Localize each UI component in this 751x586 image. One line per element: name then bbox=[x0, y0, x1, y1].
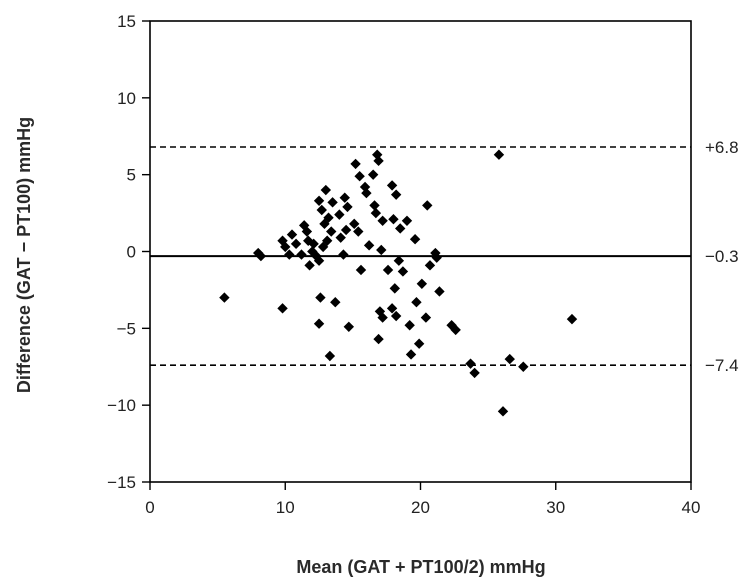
data-point bbox=[361, 187, 372, 199]
data-point bbox=[354, 171, 365, 182]
data-point bbox=[370, 207, 382, 219]
data-point bbox=[286, 229, 298, 240]
data-point bbox=[315, 292, 326, 303]
data-point bbox=[350, 158, 361, 170]
data-point bbox=[277, 303, 288, 314]
x-axis-title: Mean (GAT + PT100/2) mmHg bbox=[296, 557, 545, 577]
data-point bbox=[321, 235, 333, 246]
data-point bbox=[424, 260, 436, 271]
data-point bbox=[326, 226, 337, 237]
data-point bbox=[411, 297, 422, 308]
x-tick-label: 10 bbox=[276, 498, 295, 517]
data-point bbox=[330, 297, 341, 308]
plot-frame bbox=[149, 20, 692, 483]
data-point bbox=[382, 264, 394, 276]
data-point bbox=[422, 200, 433, 211]
reference-line-label: +6.8 bbox=[705, 138, 739, 157]
data-point bbox=[373, 155, 384, 167]
data-point bbox=[566, 313, 578, 325]
data-point bbox=[367, 169, 379, 180]
y-axis-title: Difference (GAT − PT100) mmHg bbox=[14, 117, 34, 393]
x-tick-label: 40 bbox=[682, 498, 701, 517]
data-point bbox=[397, 266, 409, 277]
data-point bbox=[388, 214, 399, 225]
data-point bbox=[504, 353, 515, 365]
x-tick-label: 30 bbox=[546, 498, 565, 517]
data-point bbox=[355, 264, 367, 276]
data-point bbox=[434, 286, 445, 297]
data-point bbox=[431, 252, 442, 263]
data-point bbox=[338, 249, 349, 260]
data-point bbox=[327, 197, 338, 208]
data-point bbox=[395, 223, 406, 234]
data-point bbox=[339, 192, 350, 203]
data-point bbox=[349, 218, 360, 230]
data-point bbox=[320, 184, 332, 196]
data-point bbox=[386, 303, 398, 314]
data-point bbox=[369, 200, 380, 211]
data-point bbox=[373, 333, 384, 345]
data-point bbox=[340, 224, 352, 236]
data-point bbox=[363, 240, 375, 251]
data-point bbox=[390, 189, 402, 200]
data-point bbox=[343, 321, 355, 332]
data-point bbox=[313, 318, 325, 329]
data-point bbox=[301, 226, 313, 237]
data-point bbox=[469, 367, 480, 379]
y-axis-title-group: Difference (GAT − PT100) mmHg bbox=[14, 117, 34, 393]
data-point bbox=[409, 234, 421, 245]
data-point bbox=[296, 249, 307, 260]
y-tick-label: −10 bbox=[107, 396, 136, 415]
data-point bbox=[493, 149, 505, 160]
x-tick-label: 20 bbox=[411, 498, 430, 517]
y-tick-label: −15 bbox=[107, 473, 136, 492]
data-point bbox=[284, 249, 295, 260]
data-point bbox=[518, 361, 529, 372]
reference-line-label: −7.4 bbox=[705, 356, 739, 375]
data-point bbox=[465, 358, 476, 369]
data-point bbox=[416, 278, 428, 289]
y-tick-label: 0 bbox=[127, 243, 136, 262]
data-point bbox=[389, 283, 401, 294]
data-point bbox=[304, 260, 315, 271]
data-point bbox=[313, 195, 325, 206]
data-point bbox=[390, 310, 402, 322]
data-point bbox=[413, 338, 425, 349]
data-point bbox=[420, 312, 432, 323]
x-tick-label: 0 bbox=[145, 498, 154, 517]
data-point bbox=[313, 255, 325, 266]
data-point bbox=[497, 406, 509, 417]
data-point bbox=[386, 180, 398, 191]
y-tick-label: 15 bbox=[117, 12, 136, 31]
data-point bbox=[316, 204, 327, 216]
data-point bbox=[334, 209, 345, 220]
data-point bbox=[405, 349, 417, 360]
data-point bbox=[401, 215, 413, 226]
data-point bbox=[377, 215, 388, 226]
reference-line-label: −0.3 bbox=[705, 247, 739, 266]
data-point bbox=[280, 241, 291, 253]
data-point bbox=[255, 250, 267, 262]
data-point bbox=[404, 320, 415, 331]
y-tick-label: 5 bbox=[127, 166, 136, 185]
data-point bbox=[324, 350, 336, 362]
data-point bbox=[353, 226, 364, 237]
y-tick-label: −5 bbox=[117, 319, 136, 338]
data-point bbox=[377, 312, 388, 323]
data-point bbox=[335, 232, 346, 243]
data-point bbox=[372, 149, 383, 160]
data-point bbox=[376, 244, 387, 256]
data-point bbox=[450, 324, 461, 336]
data-point bbox=[219, 292, 230, 303]
y-tick-label: 10 bbox=[117, 89, 136, 108]
data-point bbox=[308, 238, 319, 250]
data-point bbox=[342, 201, 353, 213]
data-point bbox=[393, 255, 405, 266]
plot-area: 15 10 5 0 −5 −10 −15 0 10 20 30 40 +6.8 −0.3 −7.4 bbox=[107, 12, 738, 517]
data-point bbox=[323, 212, 334, 223]
data-point bbox=[290, 238, 302, 250]
